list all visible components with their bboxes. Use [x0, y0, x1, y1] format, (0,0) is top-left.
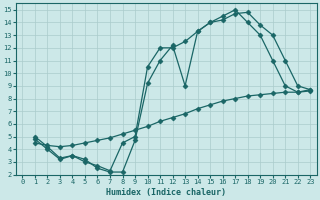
X-axis label: Humidex (Indice chaleur): Humidex (Indice chaleur): [106, 188, 226, 197]
